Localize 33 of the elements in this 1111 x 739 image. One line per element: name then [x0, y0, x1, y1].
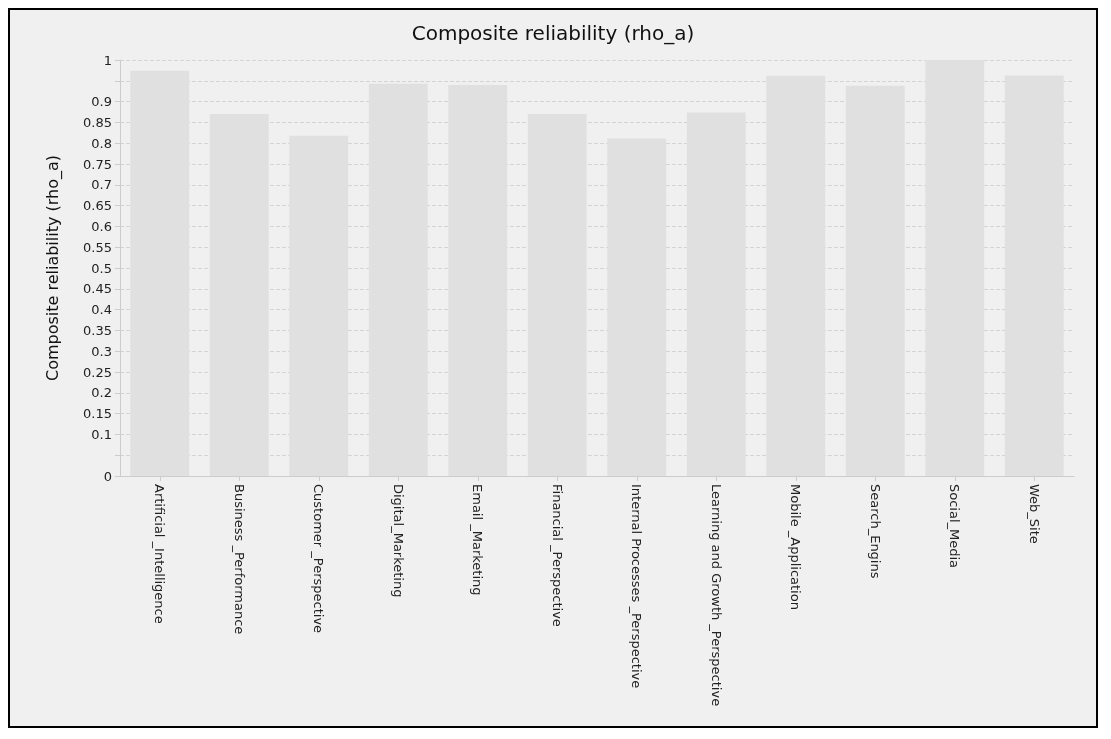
- y-tick-label: 0.55: [83, 239, 112, 255]
- y-tick-label: 0.15: [83, 406, 112, 422]
- x-tick-label: Financial _Perspective: [549, 484, 565, 627]
- y-tick-label: 0.1: [91, 426, 112, 442]
- x-tick-label: Social_Media: [947, 484, 963, 569]
- x-tick-label: Customer _Perspective: [311, 484, 327, 634]
- y-tick-label: 1: [103, 52, 112, 68]
- y-tick-label: 0.8: [91, 135, 112, 151]
- y-tick-label: 0.7: [91, 177, 112, 193]
- y-tick-label: 0.5: [91, 260, 112, 276]
- y-tick-label: 0.75: [83, 156, 112, 172]
- x-tick-label: Business _Performance: [231, 484, 247, 635]
- y-tick-label: 0.9: [91, 94, 112, 110]
- y-tick-label: 0.45: [83, 281, 112, 297]
- y-tick-label: 0.2: [91, 385, 112, 401]
- x-tick-label: Web_Site: [1026, 484, 1042, 544]
- x-tick-label: Digital_Marketing: [390, 484, 406, 598]
- x-tick-label: Learning and Growth _Perspective: [708, 484, 724, 707]
- x-tick-label: Artificial _Intelligence: [152, 484, 168, 624]
- y-tick-label: 0.25: [83, 364, 112, 380]
- chart-title: Composite reliability (rho_a): [411, 21, 695, 45]
- y-tick-label: 0.4: [91, 302, 112, 318]
- x-tick-label: Mobile _Application: [788, 484, 804, 610]
- x-tick-label: Internal Processes _Perspective: [629, 484, 645, 689]
- y-tick-label: 0.85: [83, 114, 112, 130]
- y-tick-label: 0.35: [83, 322, 112, 338]
- x-tick-label: Email _Marketing: [470, 484, 486, 596]
- y-tick-label: 0.6: [91, 218, 112, 234]
- y-axis-title: Composite reliability (rho_a): [42, 154, 63, 382]
- y-tick-label: 0.3: [91, 343, 112, 359]
- y-tick-label: 0: [103, 468, 112, 484]
- x-tick-label: Search_Engins: [867, 484, 883, 579]
- y-tick-label: 0.65: [83, 198, 112, 214]
